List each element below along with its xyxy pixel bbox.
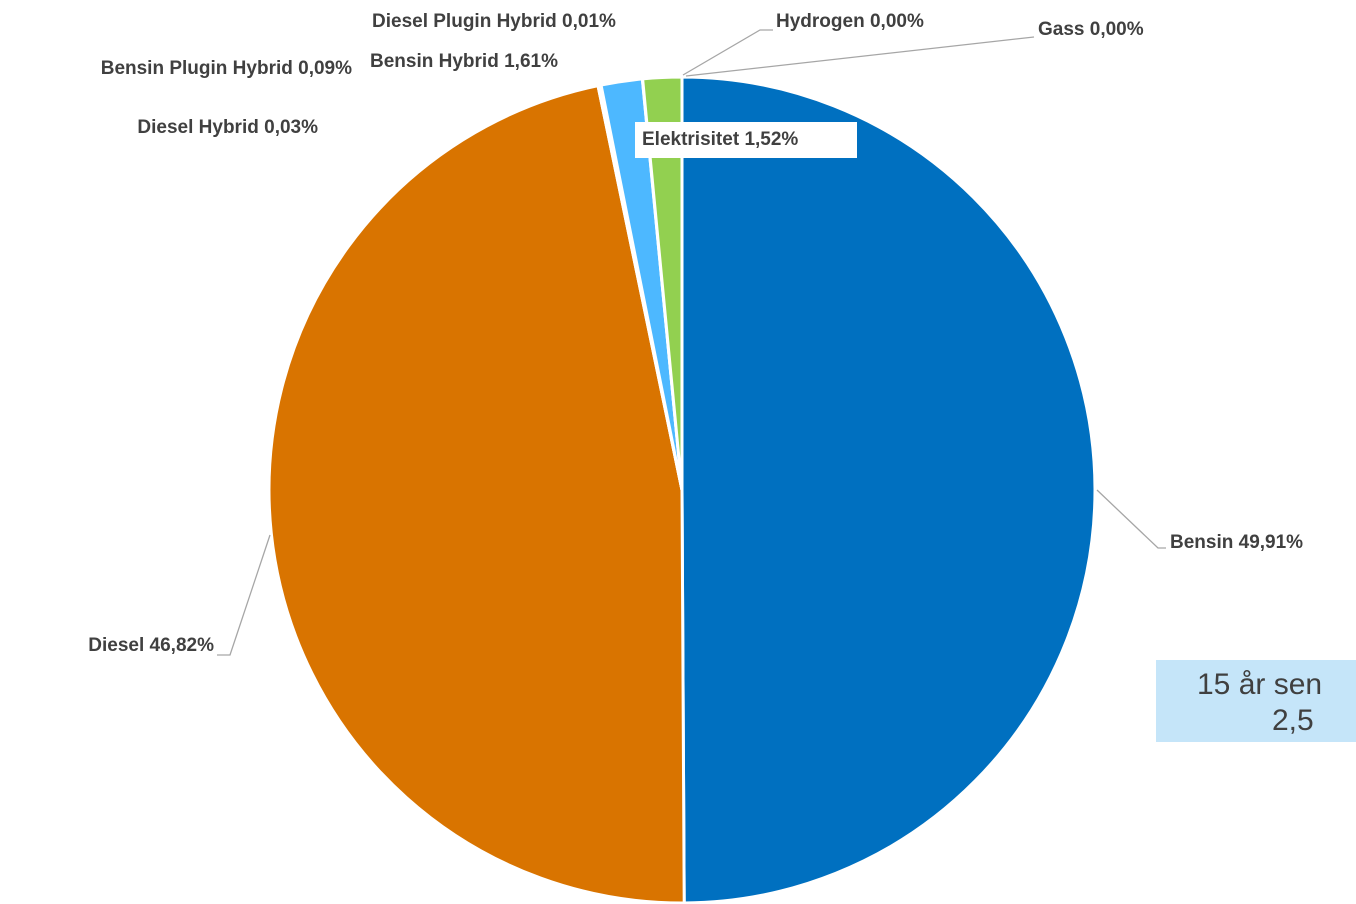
- label-name: Elektrisitet: [642, 129, 740, 150]
- label-name: Diesel: [88, 635, 144, 656]
- annotation: 2,5: [1272, 704, 1314, 737]
- slice: [680, 75, 1097, 904]
- data-label: Diesel Hybrid 0,03%: [137, 117, 318, 138]
- data-label: Bensin Hybrid 1,61%: [370, 51, 558, 72]
- label-name: Bensin Plugin Hybrid: [101, 58, 293, 79]
- label-name: Gass: [1038, 19, 1084, 40]
- leader-line: [1096, 489, 1166, 549]
- data-label: Diesel 46,82%: [88, 635, 214, 656]
- label-name: Bensin: [1170, 532, 1233, 553]
- label-value: 0,00%: [870, 11, 924, 32]
- leader-line: [685, 36, 1035, 77]
- label-value: 1,52%: [744, 129, 798, 150]
- label-value: 1,61%: [504, 51, 558, 72]
- data-label: Diesel Plugin Hybrid 0,01%: [372, 11, 616, 32]
- leader-line: [217, 534, 271, 656]
- label-name: Diesel Hybrid: [137, 117, 258, 138]
- label-value: 0,03%: [264, 117, 318, 138]
- label-name: Hydrogen: [776, 11, 865, 32]
- label-box: [635, 122, 857, 158]
- leader-line: [682, 29, 773, 76]
- annotation-box: [1156, 660, 1356, 742]
- label-value: 0,09%: [298, 58, 352, 79]
- label-value: 0,00%: [1090, 19, 1144, 40]
- data-label: Elektrisitet 1,52%: [642, 129, 798, 150]
- slice: [267, 84, 686, 904]
- label-name: Diesel Plugin Hybrid: [372, 11, 557, 32]
- data-label: Bensin Plugin Hybrid 0,09%: [101, 58, 352, 79]
- label-name: Bensin Hybrid: [370, 51, 499, 72]
- label-value: 49,91%: [1239, 532, 1304, 553]
- slices: [267, 75, 1097, 904]
- annotation: 15 år sen: [1197, 668, 1322, 701]
- label-value: 0,01%: [562, 11, 616, 32]
- data-label: Gass 0,00%: [1038, 19, 1144, 40]
- label-value: 46,82%: [150, 635, 215, 656]
- data-label: Hydrogen 0,00%: [776, 11, 924, 32]
- data-label: Bensin 49,91%: [1170, 532, 1303, 553]
